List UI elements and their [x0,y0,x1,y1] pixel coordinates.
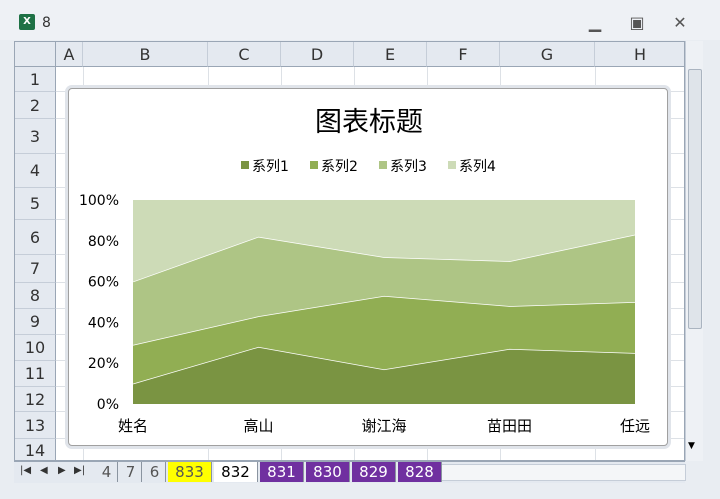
row-header-8[interactable]: 8 [15,283,56,309]
sheet-tab-832[interactable]: 832 [214,462,258,482]
x-tick-label: 任远 [620,417,650,435]
y-tick-label: 0% [97,397,119,413]
close-button[interactable]: ✕ [673,13,687,32]
scroll-down-icon[interactable]: ▼ [688,441,695,451]
row-header-4[interactable]: 4 [15,154,56,188]
last-sheet-icon[interactable]: ▶| [74,465,86,476]
select-all-corner[interactable] [15,42,56,67]
column-header-B[interactable]: B [83,42,208,67]
row-header-10[interactable]: 10 [15,335,56,361]
legend-label: 系列4 [459,159,496,175]
row-header-1[interactable]: 1 [15,67,56,92]
window-title: 8 [42,15,51,31]
first-sheet-icon[interactable]: |◀ [20,465,32,476]
sheet-tab-829[interactable]: 829 [352,462,396,482]
row-header-2[interactable]: 2 [15,92,56,119]
row-header-6[interactable]: 6 [15,220,56,255]
row-header-13[interactable]: 13 [15,412,56,439]
row-header-5[interactable]: 5 [15,188,56,220]
y-tick-label: 80% [88,234,119,250]
x-tick-label: 高山 [243,417,273,435]
row-header-14[interactable]: 14 [15,439,56,460]
legend-label: 系列1 [252,159,289,175]
sheet-tabs-bar: |◀ ◀ ▶ ▶| 4 7 6 833 832 831 830 829 828 [14,461,686,483]
sheet-tab-828[interactable]: 828 [398,462,442,482]
x-tick-label: 苗田田 [487,417,532,435]
sheet-tab-4[interactable]: 4 [96,462,118,482]
next-sheet-icon[interactable]: ▶ [58,465,66,476]
legend-swatch [241,161,249,169]
column-header-A[interactable]: A [56,42,83,67]
horizontal-scrollbar[interactable] [434,464,686,481]
sheet-tab-830[interactable]: 830 [306,462,350,482]
row-header-7[interactable]: 7 [15,255,56,283]
chart-area[interactable]: 图表标题系列1 系列2 系列3 系列4 0% 20% 40% 60% 80% 100% 姓名 高山 谢江… [68,88,668,446]
y-tick-label: 20% [88,356,119,372]
sheet-tab-831[interactable]: 831 [260,462,304,482]
legend-swatch [379,161,387,169]
row-header-9[interactable]: 9 [15,309,56,335]
area-series-3 [133,234,635,345]
area-series-2 [133,295,635,384]
y-tick-label: 40% [88,315,119,331]
legend-label: 系列3 [390,159,427,175]
legend-swatch [448,161,456,169]
vertical-scrollbar[interactable]: ▼ [685,41,703,461]
sheet-tab-7[interactable]: 7 [120,462,142,482]
row-header-11[interactable]: 11 [15,361,56,387]
row-header-3[interactable]: 3 [15,119,56,154]
x-tick-label: 谢江海 [361,417,406,435]
x-tick-label: 姓名 [118,417,148,435]
y-tick-label: 100% [79,193,119,209]
column-header-F[interactable]: F [427,42,500,67]
y-tick-label: 60% [88,275,119,291]
legend-label: 系列2 [321,159,358,175]
column-header-H[interactable]: H [595,42,684,67]
chart-title: 图表标题 [315,107,423,138]
sheet-tab-833[interactable]: 833 [168,462,212,482]
excel-icon: X [19,14,35,30]
area-series-1 [133,346,635,404]
area-series-4 [133,200,635,282]
restore-button[interactable]: ▣ [629,13,645,32]
minimize-button[interactable]: ▁ [588,13,602,32]
scroll-thumb[interactable] [688,69,702,329]
column-header-D[interactable]: D [281,42,354,67]
legend-swatch [310,161,318,169]
row-header-12[interactable]: 12 [15,387,56,412]
column-header-G[interactable]: G [500,42,595,67]
sheet-tab-6[interactable]: 6 [144,462,166,482]
column-header-C[interactable]: C [208,42,281,67]
title-bar: X 8 ▁ ▣ ✕ [0,0,720,40]
column-header-E[interactable]: E [354,42,427,67]
prev-sheet-icon[interactable]: ◀ [40,465,48,476]
